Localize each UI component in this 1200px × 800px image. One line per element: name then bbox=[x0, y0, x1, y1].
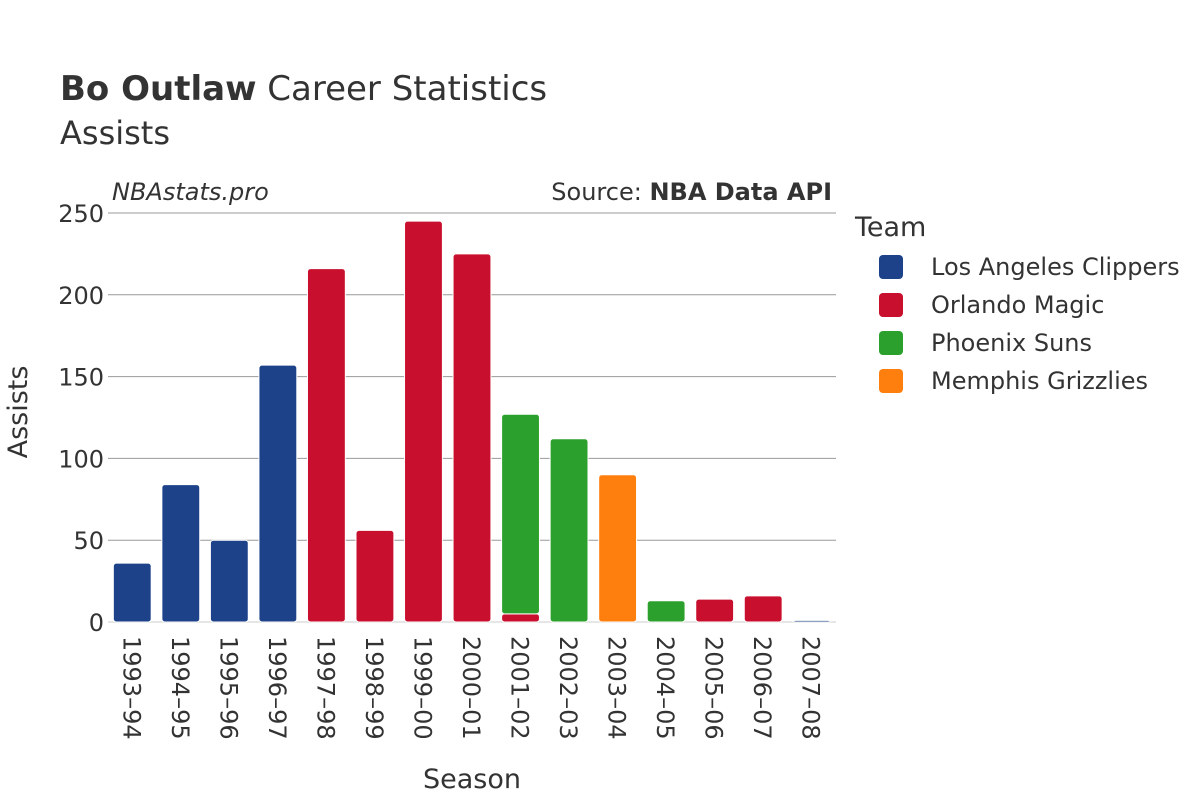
x-tick-label: 1995–96 bbox=[214, 636, 242, 740]
x-tick-label: 2000–01 bbox=[457, 636, 485, 740]
legend-item[interactable]: Memphis Grizzlies bbox=[879, 367, 1148, 395]
bar-segment[interactable] bbox=[501, 413, 540, 615]
bar-segment[interactable] bbox=[161, 484, 201, 623]
legend-item[interactable]: Los Angeles Clippers bbox=[879, 253, 1180, 281]
bar-segment[interactable] bbox=[258, 364, 298, 623]
bar-segment[interactable] bbox=[452, 253, 492, 623]
source-prefix: Source: bbox=[551, 178, 649, 206]
y-tick-label: 50 bbox=[73, 527, 104, 555]
legend-item[interactable]: Orlando Magic bbox=[879, 291, 1104, 319]
bar-segment[interactable] bbox=[355, 529, 395, 623]
x-axis-label: Season bbox=[423, 764, 521, 795]
bar-segment[interactable] bbox=[501, 613, 540, 623]
legend: Los Angeles Clippers Orlando Magic Phoenix… bbox=[879, 253, 1180, 395]
bar-segment[interactable] bbox=[209, 539, 249, 623]
bar-segment[interactable] bbox=[792, 619, 832, 623]
bar-segment[interactable] bbox=[404, 220, 443, 623]
y-tick-label: 0 bbox=[89, 609, 104, 637]
y-tick-label: 100 bbox=[58, 445, 104, 473]
x-tick-label: 1994–95 bbox=[166, 636, 194, 740]
x-tick-label: 1993–94 bbox=[117, 636, 145, 740]
y-tick-labels: 0 50 100 150 200 250 bbox=[58, 200, 104, 637]
legend-label: Phoenix Suns bbox=[931, 329, 1092, 357]
source-name: NBA Data API bbox=[649, 178, 832, 206]
x-tick-label: 1996–97 bbox=[263, 636, 291, 740]
legend-swatch bbox=[879, 369, 903, 393]
x-tick-labels: 1993–94 1994–95 1995–96 1996–97 1997–98 1998–… bbox=[117, 636, 824, 740]
chart-title-rest: Career Statistics bbox=[256, 69, 547, 109]
x-tick-label: 2002–03 bbox=[554, 636, 582, 740]
bar-segment[interactable] bbox=[695, 598, 735, 623]
y-tick-label: 200 bbox=[58, 282, 104, 310]
x-tick-label: 1999–00 bbox=[408, 636, 436, 740]
bar-segment[interactable] bbox=[646, 600, 686, 623]
legend-swatch bbox=[879, 293, 903, 317]
y-axis-label: Assists bbox=[3, 366, 34, 459]
chart-title: Bo Outlaw Career Statistics bbox=[60, 69, 547, 109]
x-tick-label: 2004–05 bbox=[651, 636, 679, 740]
chart-title-player: Bo Outlaw bbox=[60, 69, 256, 109]
y-tick-label: 150 bbox=[58, 364, 104, 392]
bars bbox=[112, 220, 832, 623]
bar-segment[interactable] bbox=[112, 562, 152, 623]
x-tick-label: 2007–08 bbox=[797, 636, 825, 740]
chart-subtitle: Assists bbox=[60, 114, 170, 152]
x-tick-label: 1998–99 bbox=[360, 636, 388, 740]
legend-label: Orlando Magic bbox=[931, 291, 1104, 319]
x-tick-label: 2005–06 bbox=[700, 636, 728, 740]
bar-segment[interactable] bbox=[743, 595, 783, 623]
x-tick-label: 2006–07 bbox=[748, 636, 776, 740]
legend-item[interactable]: Phoenix Suns bbox=[879, 329, 1092, 357]
x-tick-label: 2001–02 bbox=[506, 636, 534, 740]
y-tick-label: 250 bbox=[58, 200, 104, 228]
bar-segment[interactable] bbox=[549, 438, 589, 623]
legend-label: Memphis Grizzlies bbox=[931, 367, 1148, 395]
legend-swatch bbox=[879, 331, 903, 355]
x-tick-label: 2003–04 bbox=[603, 636, 631, 740]
x-tick-label: 1997–98 bbox=[311, 636, 339, 740]
watermark: NBAstats.pro bbox=[112, 178, 269, 206]
bar-segment[interactable] bbox=[598, 474, 638, 623]
legend-swatch bbox=[879, 255, 903, 279]
source-credit: Source: NBA Data API bbox=[551, 178, 832, 206]
legend-label: Los Angeles Clippers bbox=[931, 253, 1180, 281]
bar-segment[interactable] bbox=[306, 268, 346, 623]
legend-title: Team bbox=[854, 212, 926, 243]
